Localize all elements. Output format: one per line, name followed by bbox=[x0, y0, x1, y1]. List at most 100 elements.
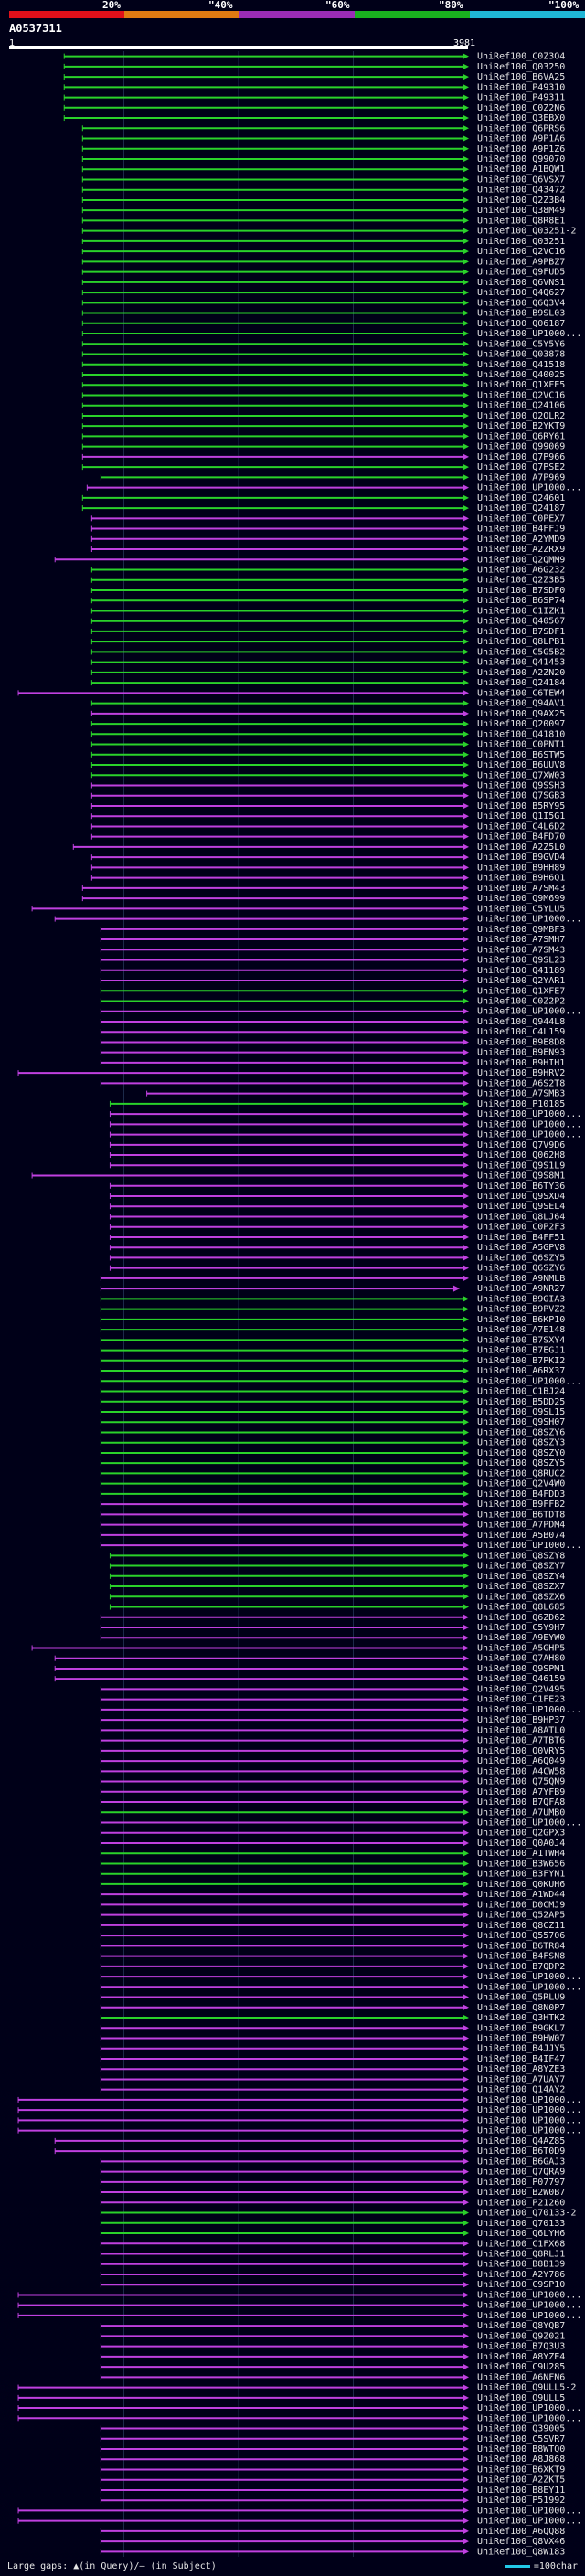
hit-row[interactable]: UniRef100_C0PEX7 bbox=[90, 514, 565, 524]
hit-row[interactable]: UniRef100_Q46159 bbox=[54, 1674, 565, 1684]
hit-label[interactable]: UniRef100_Q38M49 bbox=[477, 206, 565, 216]
hit-row[interactable]: UniRef100_B9HH89 bbox=[90, 863, 565, 873]
hit-label[interactable]: UniRef100_Q43472 bbox=[477, 186, 565, 196]
hit-label[interactable]: UniRef100_Q062H8 bbox=[477, 1150, 565, 1161]
hit-row[interactable]: UniRef100_Q6LYH6 bbox=[100, 2229, 565, 2239]
hit-row[interactable]: UniRef100_A7SMB3 bbox=[146, 1089, 566, 1099]
hit-row[interactable]: UniRef100_Q9S1L9 bbox=[109, 1161, 565, 1171]
hit-label[interactable]: UniRef100_Q24601 bbox=[477, 493, 565, 504]
hit-label[interactable]: UniRef100_Q6VSX7 bbox=[477, 175, 565, 185]
hit-row[interactable]: UniRef100_Q1XFE5 bbox=[81, 380, 565, 390]
hit-label[interactable]: UniRef100_A5GHP5 bbox=[477, 1643, 565, 1653]
hit-label[interactable]: UniRef100_B8EY11 bbox=[477, 2486, 565, 2496]
hit-row[interactable]: UniRef100_B9H6Q1 bbox=[90, 874, 565, 884]
hit-label[interactable]: UniRef100_Q9ULL5 bbox=[477, 2393, 565, 2403]
hit-label[interactable]: UniRef100_B9H6Q1 bbox=[477, 874, 565, 884]
hit-label[interactable]: UniRef100_B8WTQ0 bbox=[477, 2444, 565, 2454]
hit-label[interactable]: UniRef100_Q2VC16 bbox=[477, 390, 565, 400]
hit-row[interactable]: UniRef100_Q8RLJ1 bbox=[100, 2249, 565, 2259]
hit-row[interactable]: UniRef100_Q9SL15 bbox=[100, 1407, 565, 1417]
hit-label[interactable]: UniRef100_B9HP37 bbox=[477, 1715, 565, 1725]
hit-label[interactable]: UniRef100_A7E148 bbox=[477, 1325, 565, 1335]
hit-label[interactable]: UniRef100_B4IF47 bbox=[477, 2054, 565, 2064]
hit-label[interactable]: UniRef100_Q7SGB3 bbox=[477, 791, 565, 801]
hit-label[interactable]: UniRef100_B6TR84 bbox=[477, 1941, 565, 1951]
hit-row[interactable]: UniRef100_Q7SGB3 bbox=[90, 791, 565, 801]
hit-row[interactable]: UniRef100_Q2V495 bbox=[100, 1684, 565, 1694]
hit-row[interactable]: UniRef100_B7QDP2 bbox=[100, 1962, 565, 1972]
hit-row[interactable]: UniRef100_B6TR84 bbox=[100, 1941, 565, 1951]
hit-row[interactable]: UniRef100_A7P969 bbox=[100, 472, 565, 482]
hit-row[interactable]: UniRef100_Q7V9D6 bbox=[109, 1140, 565, 1150]
hit-label[interactable]: UniRef100_Q7XW03 bbox=[477, 770, 565, 780]
hit-label[interactable]: UniRef100_Q7V9D6 bbox=[477, 1140, 565, 1150]
hit-label[interactable]: UniRef100_Q6ZD62 bbox=[477, 1613, 565, 1623]
hit-label[interactable]: UniRef100_C1FX68 bbox=[477, 2239, 565, 2249]
hit-label[interactable]: UniRef100_A7SMB3 bbox=[477, 1089, 565, 1099]
hit-label[interactable]: UniRef100_C5G5B2 bbox=[477, 647, 565, 657]
hit-row[interactable]: UniRef100_Q9SEL4 bbox=[109, 1202, 565, 1212]
hit-label[interactable]: UniRef100_Q0VRY5 bbox=[477, 1746, 565, 1756]
hit-label[interactable]: UniRef100_UP1000... bbox=[477, 1109, 581, 1119]
hit-row[interactable]: UniRef100_C1IZK1 bbox=[90, 606, 565, 616]
hit-row[interactable]: UniRef100_B7SDF1 bbox=[90, 627, 565, 637]
hit-label[interactable]: UniRef100_Q7AH80 bbox=[477, 1654, 565, 1664]
hit-row[interactable]: UniRef100_Q6SZY6 bbox=[109, 1264, 565, 1274]
hit-label[interactable]: UniRef100_B7EGJ1 bbox=[477, 1346, 565, 1356]
hit-row[interactable]: UniRef100_A6RX37 bbox=[100, 1366, 565, 1376]
hit-label[interactable]: UniRef100_C5Y5Y6 bbox=[477, 339, 565, 349]
hit-row[interactable]: UniRef100_UP1000... bbox=[109, 1130, 581, 1140]
hit-label[interactable]: UniRef100_Q9AX25 bbox=[477, 709, 565, 719]
hit-label[interactable]: UniRef100_A9NMLB bbox=[477, 1274, 565, 1284]
hit-label[interactable]: UniRef100_C4L159 bbox=[477, 1027, 565, 1037]
hit-row[interactable]: UniRef100_A7YFB9 bbox=[100, 1787, 565, 1797]
hit-row[interactable]: UniRef100_Q8RUC2 bbox=[100, 1468, 565, 1479]
hit-label[interactable]: UniRef100_UP1000... bbox=[477, 1972, 581, 1982]
hit-label[interactable]: UniRef100_Q75QN9 bbox=[477, 1777, 565, 1787]
hit-row[interactable]: UniRef100_Q9AX25 bbox=[90, 709, 565, 719]
hit-row[interactable]: UniRef100_UP1000... bbox=[17, 2290, 581, 2300]
hit-label[interactable]: UniRef100_A8J868 bbox=[477, 2454, 565, 2465]
hit-row[interactable]: UniRef100_D0CMJ9 bbox=[100, 1900, 565, 1910]
hit-row[interactable]: UniRef100_A5GHP5 bbox=[31, 1643, 565, 1653]
hit-row[interactable]: UniRef100_B9HRV2 bbox=[17, 1068, 565, 1078]
hit-label[interactable]: UniRef100_A2ZRX9 bbox=[477, 545, 565, 555]
hit-label[interactable]: UniRef100_Q3HTK2 bbox=[477, 2013, 565, 2023]
hit-row[interactable]: UniRef100_A7SMH7 bbox=[100, 935, 565, 945]
hit-label[interactable]: UniRef100_A6Q049 bbox=[477, 1756, 565, 1766]
hit-row[interactable]: UniRef100_A1TWH4 bbox=[100, 1849, 565, 1859]
hit-row[interactable]: UniRef100_Q9SXD4 bbox=[109, 1192, 565, 1202]
hit-label[interactable]: UniRef100_Q6VNS1 bbox=[477, 278, 565, 288]
hit-row[interactable]: UniRef100_Q0KUH6 bbox=[100, 1880, 565, 1890]
hit-row[interactable]: UniRef100_Q9MBF3 bbox=[100, 925, 565, 935]
hit-row[interactable]: UniRef100_B2YKT9 bbox=[81, 421, 565, 431]
hit-row[interactable]: UniRef100_Q6SZY5 bbox=[109, 1253, 565, 1263]
hit-label[interactable]: UniRef100_Q8W183 bbox=[477, 2547, 565, 2557]
hit-row[interactable]: UniRef100_Q9ULL5-2 bbox=[17, 2383, 576, 2393]
hit-label[interactable]: UniRef100_Q41810 bbox=[477, 729, 565, 739]
hit-row[interactable]: UniRef100_A7PDM4 bbox=[100, 1521, 565, 1531]
hit-label[interactable]: UniRef100_Q9SL23 bbox=[477, 956, 565, 966]
hit-label[interactable]: UniRef100_Q8SZY5 bbox=[477, 1458, 565, 1468]
hit-row[interactable]: UniRef100_Q0A0J4 bbox=[100, 1839, 565, 1849]
hit-label[interactable]: UniRef100_B4FFJ9 bbox=[477, 525, 565, 535]
hit-row[interactable]: UniRef100_UP1000... bbox=[17, 2403, 581, 2413]
hit-label[interactable]: UniRef100_Q2QMM9 bbox=[477, 555, 565, 565]
hit-label[interactable]: UniRef100_A7UAY7 bbox=[477, 2074, 565, 2084]
hit-label[interactable]: UniRef100_A2Y786 bbox=[477, 2270, 565, 2280]
hit-label[interactable]: UniRef100_Q24106 bbox=[477, 401, 565, 411]
hit-label[interactable]: UniRef100_Q9FUD5 bbox=[477, 268, 565, 278]
hit-row[interactable]: UniRef100_Q2V4W0 bbox=[100, 1479, 565, 1489]
hit-label[interactable]: UniRef100_Q6SZY5 bbox=[477, 1253, 565, 1263]
hit-row[interactable]: UniRef100_A8YZE4 bbox=[100, 2352, 565, 2362]
hit-row[interactable]: UniRef100_C5YLU5 bbox=[31, 904, 565, 914]
hit-label[interactable]: UniRef100_Q9SPM1 bbox=[477, 1664, 565, 1674]
hit-label[interactable]: UniRef100_A6G232 bbox=[477, 566, 565, 576]
hit-label[interactable]: UniRef100_UP1000... bbox=[477, 2105, 581, 2115]
hit-label[interactable]: UniRef100_B7SDF1 bbox=[477, 627, 565, 637]
hit-row[interactable]: UniRef100_Q24187 bbox=[81, 504, 565, 514]
hit-label[interactable]: UniRef100_B9E8D8 bbox=[477, 1037, 565, 1047]
hit-row[interactable]: UniRef100_UP1000... bbox=[17, 2413, 581, 2423]
hit-label[interactable]: UniRef100_A8YZE4 bbox=[477, 2352, 565, 2362]
hit-row[interactable]: UniRef100_C4L6D2 bbox=[90, 822, 565, 832]
